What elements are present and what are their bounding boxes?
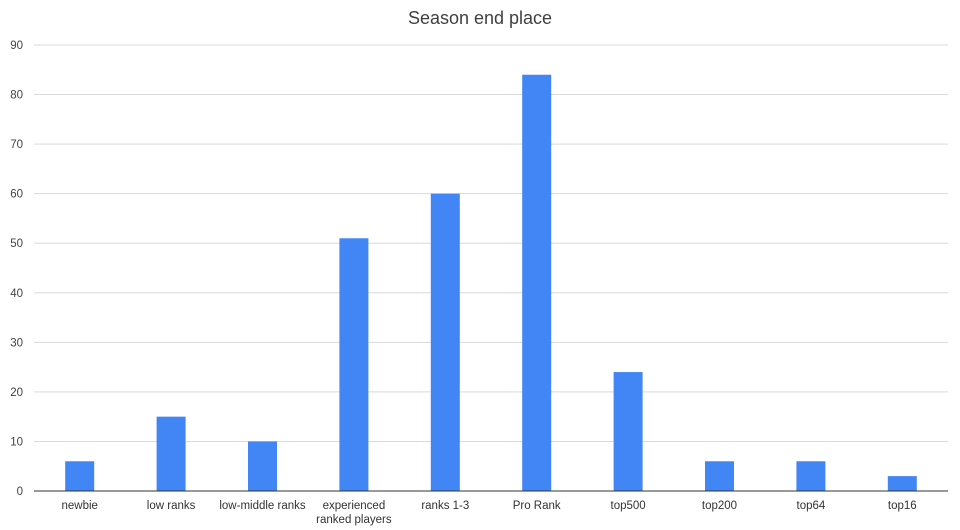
x-category-label: newbie [61, 500, 97, 512]
y-tick-label: 30 [10, 337, 23, 349]
x-category-label: top16 [888, 500, 917, 512]
bar [887, 476, 917, 491]
y-tick-label: 50 [10, 238, 23, 250]
x-category-label: experienced ranked players [316, 500, 392, 526]
x-category-label: low ranks [147, 500, 196, 512]
gridlines [34, 44, 948, 442]
y-tick-label: 90 [10, 40, 23, 52]
x-category-label: Pro Rank [513, 500, 561, 512]
y-tick-label: 10 [10, 436, 23, 448]
x-category-label: top200 [702, 500, 737, 512]
bar [705, 461, 734, 491]
bar [430, 193, 460, 491]
y-tick-label: 60 [10, 189, 23, 201]
y-tick-label: 20 [10, 387, 23, 399]
chart-title: Season end place [408, 8, 552, 28]
y-tick-label: 70 [10, 139, 23, 151]
bar [522, 74, 552, 491]
bar [65, 461, 95, 491]
bars [65, 74, 917, 491]
bar [339, 238, 369, 491]
bar [248, 441, 277, 491]
x-axis-category-labels: newbie low ranks low-middle ranks experienc… [61, 500, 916, 526]
y-axis-tick-labels: 0 10 20 30 40 50 60 70 80 90 [10, 40, 23, 498]
bar [156, 416, 186, 491]
x-category-label: top500 [611, 500, 646, 512]
x-category-label: top64 [797, 500, 826, 512]
bar [796, 461, 826, 491]
y-tick-label: 80 [10, 90, 23, 102]
bar [613, 372, 643, 491]
y-tick-label: 0 [17, 486, 23, 498]
x-category-label: ranks 1-3 [421, 500, 469, 512]
y-tick-label: 40 [10, 288, 23, 300]
x-category-label: low-middle ranks [219, 500, 306, 512]
